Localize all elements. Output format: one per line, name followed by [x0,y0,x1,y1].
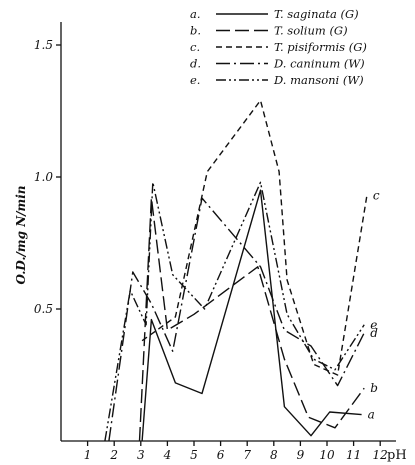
series-line-d [108,197,365,442]
y-tick-label: 1.5 [34,38,53,52]
legend-key-d: d. [190,57,201,71]
legend-name-d: D. caninum (W) [273,57,365,71]
legend: a. T. saginata (G) b. T. solium (G) c. T. pis… [190,7,367,87]
x-axis-label: pH [387,448,407,463]
x-tick-label: 6 [217,448,225,462]
series-line-a [141,189,362,442]
series-end-label-e: e [370,318,377,332]
series-end-label-c: c [373,188,380,202]
y-axis-label: O.D./mg N/min [14,185,28,284]
series-end-label-d: d [370,326,378,340]
legend-name-a: T. saginata (G) [274,7,359,21]
x-tick-label: 11 [346,448,361,462]
legend-name-c: T. pisiformis (G) [274,40,367,54]
legend-name-e: D. mansoni (W) [273,73,364,87]
legend-name-b: T. solium (G) [274,24,348,38]
x-tick-label: 4 [163,448,172,462]
x-tick-label: 3 [137,448,145,462]
series-line-b [138,197,365,442]
series-end-label-b: b [370,381,378,395]
x-tick-label: 2 [109,448,118,462]
y-tick-label: 0.5 [34,302,53,316]
legend-key-c: c. [190,40,200,54]
series-line-c [141,99,368,376]
x-tick-label: 1 [84,448,92,462]
legend-key-e: e. [190,73,200,87]
y-tick-label: 1.0 [34,170,53,184]
x-tick-label: 8 [270,448,278,462]
legend-key-a: a. [190,7,201,21]
x-tick-label: 7 [243,448,251,462]
y-ticks: 0.5 1.0 1.5 [34,38,61,316]
legend-key-b: b. [190,24,201,38]
series-line-e [104,181,365,442]
series-layer: ab c de [104,99,380,442]
series-end-label-a: a [368,408,375,422]
x-tick-label: 12 [373,448,388,462]
x-tick-label: 9 [297,448,305,462]
axes [60,22,396,442]
x-tick-label: 10 [319,448,335,462]
x-tick-label: 5 [190,448,198,462]
x-ticks: 1 2 3 4 5 6 7 8 9 10 11 12 [84,441,388,462]
